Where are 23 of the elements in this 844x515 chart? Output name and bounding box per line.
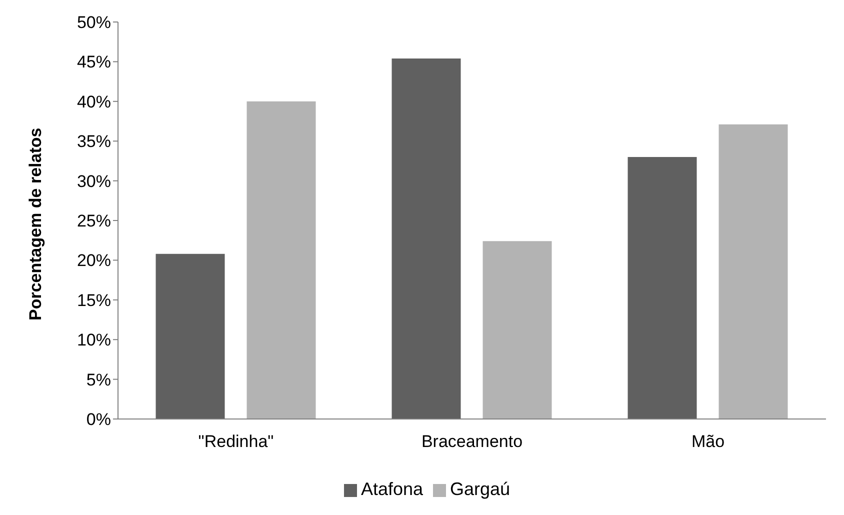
y-axis-title: Porcentagem de relatos: [26, 128, 46, 320]
y-tick-label: 30%: [76, 172, 111, 191]
bar: [628, 156, 697, 419]
y-tick-label: 40%: [76, 92, 111, 112]
legend-label: Gargaú: [450, 479, 510, 499]
x-tick-label: "Redinha": [198, 432, 274, 452]
x-tick-label: Braceamento: [421, 432, 523, 452]
bar: [392, 58, 461, 419]
bar: [482, 241, 552, 419]
x-tick-label: Mão: [691, 432, 725, 452]
y-tick-label: 50%: [76, 13, 111, 32]
y-tick-label: 5%: [86, 370, 111, 390]
y-tick-label: 20%: [76, 251, 111, 270]
y-tick-label: 0%: [86, 410, 111, 430]
bar: [718, 124, 788, 419]
y-tick-label: 15%: [76, 290, 111, 310]
bar: [246, 101, 316, 419]
y-tick-label: 35%: [76, 132, 111, 152]
bar: [156, 254, 225, 419]
y-tick-label: 10%: [76, 330, 111, 350]
legend-label: Atafona: [360, 479, 423, 499]
y-tick-label: 25%: [76, 212, 111, 231]
y-tick-label: 45%: [76, 52, 111, 72]
